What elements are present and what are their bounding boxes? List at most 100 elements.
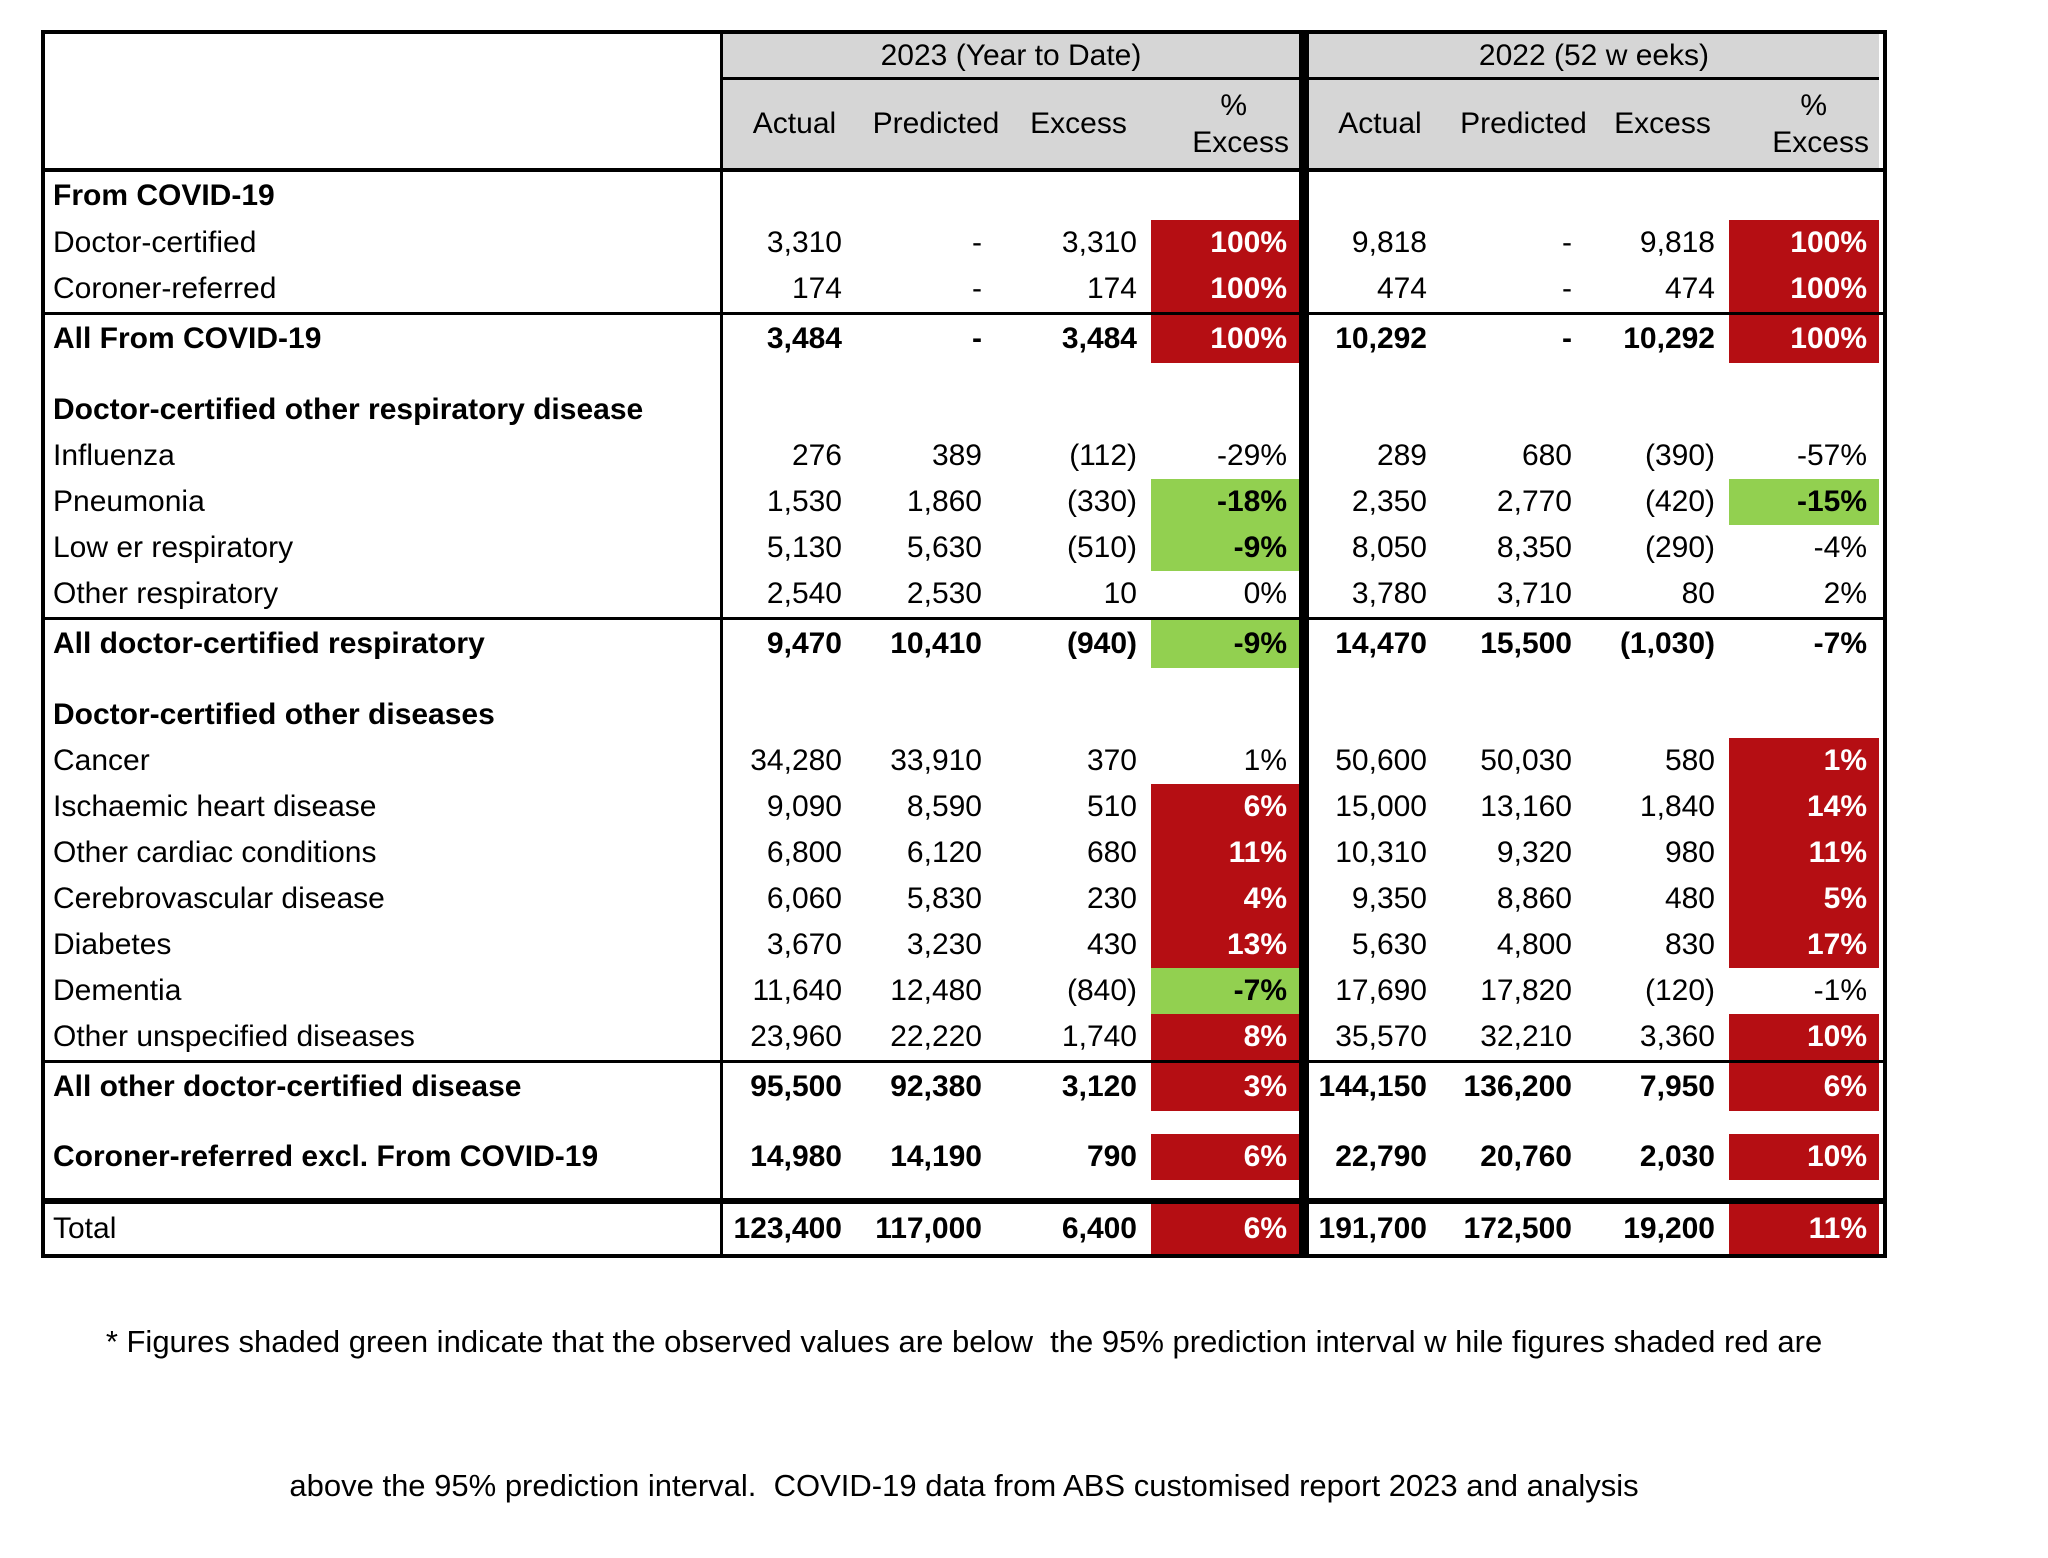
row-label-other-unspecified-diseases: Other unspecified diseases [45,1014,723,1060]
column-header-2022-excess: Excess [1596,80,1729,168]
cell-2023-actual: 276 [791,439,842,472]
cell-2022-pct-excess: 10% [1729,1134,1879,1180]
cell-2023-actual [723,363,866,387]
cell-2023-actual: 23,960 [750,1020,842,1053]
cell-2022-predicted: 17,820 [1480,974,1572,1007]
cell-2023-excess: (510) [1066,531,1137,564]
row-label-low-er-respiratory: Low er respiratory [45,525,723,571]
cell-2023-pct-excess: 11% [1151,830,1299,876]
cell-2023-pct-excess: 4% [1151,876,1299,922]
section-row-doctor-certified-other-diseases: Doctor-certified other diseases [45,692,1883,738]
cell-2022-excess: 1,840 [1639,790,1715,823]
column-header-2022-actual: Actual [1309,80,1451,168]
cell-2023-pct-excess [1151,1111,1299,1134]
table-body: From COVID-19 Doctor-certified 3,310 - 3,310… [45,172,1883,1254]
cell-2022-excess [1596,692,1729,738]
cell-2023-pct-excess [1151,692,1299,738]
cell-2023-predicted [866,172,1006,220]
section-divider [1299,34,1309,80]
cell-2022-excess: 10,292 [1623,322,1715,355]
row-label-diabetes: Diabetes [45,922,723,968]
cell-2022-pct-excess: 100% [1729,315,1879,363]
section-divider [1299,387,1309,433]
cell-2023-pct-excess: -29% [1216,439,1287,472]
cell-2022-actual [1309,172,1451,220]
cell-2023-pct-excess: 0% [1243,577,1287,610]
cell-2022-predicted: 3,710 [1496,577,1572,610]
cell-2022-excess: 474 [1664,272,1715,305]
cell-2022-predicted: 136,200 [1463,1070,1572,1103]
section-divider [1299,784,1309,830]
cell-2023-predicted [866,363,1006,387]
row-label-empty [45,363,723,387]
table-row-influenza: Influenza 276 389 (112) -29% 289 680 (390) -57% [45,433,1883,479]
cell-2022-pct-excess: -15% [1729,479,1879,525]
cell-2023-pct-excess: -7% [1151,968,1299,1014]
cell-2022-pct-excess [1729,692,1879,738]
table-row-dementia: Dementia 11,640 12,480 (840) -7% 17,690 17,820… [45,968,1883,1014]
cell-2023-actual: 14,980 [750,1140,842,1173]
cell-2023-actual: 1,530 [766,485,842,518]
cell-2023-excess: 3,310 [1061,226,1137,259]
cell-2022-actual: 8,050 [1351,531,1427,564]
cell-2023-excess [1006,363,1151,387]
cell-2022-actual [1309,363,1451,387]
cell-2023-predicted: 2,530 [906,577,982,610]
spacer-row [45,363,1883,387]
cell-2023-pct-excess: 3% [1151,1063,1299,1111]
row-label-ischaemic-heart-disease: Ischaemic heart disease [45,784,723,830]
cell-2023-actual [723,668,866,692]
cell-2023-excess: 790 [1086,1140,1137,1173]
cell-2022-actual: 15,000 [1335,790,1427,823]
cell-2022-actual: 14,470 [1335,627,1427,660]
cell-2022-predicted [1451,1111,1596,1134]
cell-2023-excess [1006,1111,1151,1134]
section-divider [1299,525,1309,571]
section-divider [1299,876,1309,922]
spacer-row [45,1111,1883,1134]
cell-2022-pct-excess: 14% [1729,784,1879,830]
row-label-doctor-certified-other-respiratory-disease: Doctor-certified other respiratory disea… [45,387,723,433]
cell-2023-excess: 370 [1086,744,1137,777]
table-row-total: Total 123,400 117,000 6,400 6% 191,700 172,500… [45,1198,1883,1254]
cell-2023-pct-excess: -18% [1151,479,1299,525]
cell-2023-predicted: 10,410 [890,627,982,660]
row-label-cancer: Cancer [45,738,723,784]
column-header-2023-pct-excess: % Excess [1151,80,1299,168]
cell-2022-actual: 35,570 [1335,1020,1427,1053]
cell-2023-predicted: 12,480 [890,974,982,1007]
cell-2023-actual: 3,484 [766,322,842,355]
cell-2022-pct-excess: -7% [1813,627,1867,660]
cell-2022-actual [1309,1111,1451,1134]
row-label-doctor-certified-other-diseases: Doctor-certified other diseases [45,692,723,738]
section-divider [1299,479,1309,525]
cell-2022-predicted: 13,160 [1480,790,1572,823]
row-label-empty [45,1111,723,1134]
table-row-all-doctor-certified-respiratory: All doctor-certified respiratory 9,470 10,… [45,617,1883,668]
cell-2022-excess: (1,030) [1619,627,1715,660]
cell-2022-excess: (120) [1644,974,1715,1007]
cell-2023-actual [723,387,866,433]
column-header-2022-predicted: Predicted [1451,80,1596,168]
cell-2022-excess: 2,030 [1639,1140,1715,1173]
row-label-all-other-doctor-certified-disease: All other doctor-certified disease [45,1063,723,1111]
row-label-empty [45,1180,723,1198]
cell-2022-pct-excess: 11% [1729,1204,1879,1254]
cell-2022-pct-excess: 1% [1729,738,1879,784]
cell-2023-actual [723,1180,866,1198]
table-subheader-row: Actual Predicted Excess % Excess Actual … [45,80,1883,172]
cell-2022-pct-excess: 100% [1729,220,1879,266]
cell-2023-actual: 9,470 [766,627,842,660]
cell-2023-pct-excess: 100% [1151,220,1299,266]
cell-2022-predicted: 8,350 [1496,531,1572,564]
cell-2022-pct-excess: 5% [1729,876,1879,922]
cell-2022-excess: 3,360 [1639,1020,1715,1053]
cell-2022-actual [1309,1180,1451,1198]
cell-2022-predicted [1451,172,1596,220]
cell-2023-predicted: 6,120 [906,836,982,869]
cell-2022-excess [1596,172,1729,220]
cell-2022-pct-excess: 100% [1729,266,1879,312]
row-label-all-from-covid-19: All From COVID-19 [45,315,723,363]
cell-2022-excess: 9,818 [1639,226,1715,259]
cell-2022-excess [1596,668,1729,692]
